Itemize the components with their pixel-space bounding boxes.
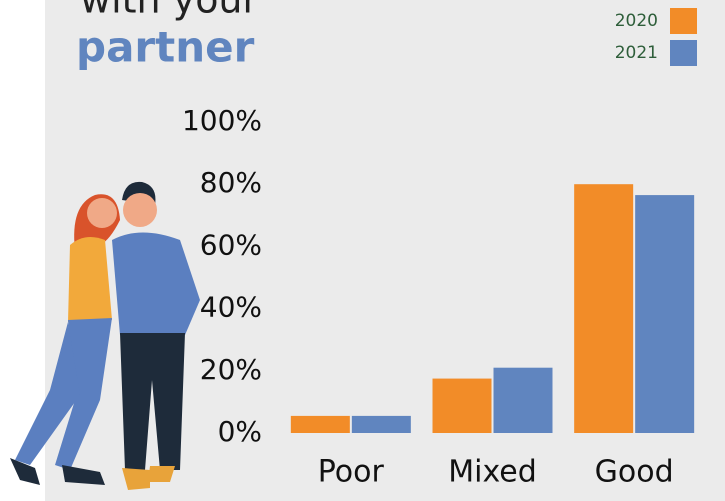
y-tick-label: 60% <box>200 228 262 261</box>
x-tick-label: Good <box>595 455 674 490</box>
legend-label: 2021 <box>615 43 658 63</box>
y-tick-label: 0% <box>218 415 262 448</box>
y-tick-label: 100% <box>182 104 262 137</box>
x-tick-label: Poor <box>318 455 385 490</box>
page: {"chart_data": {"type": "bar", "title": … <box>0 0 725 501</box>
bar <box>352 416 411 433</box>
bar <box>291 416 350 433</box>
y-tick-label: 80% <box>200 166 262 199</box>
bar <box>433 379 492 433</box>
x-tick-label: Mixed <box>448 455 537 490</box>
y-tick-label: 40% <box>200 291 262 324</box>
legend-label: 2020 <box>615 11 658 31</box>
y-tick-label: 20% <box>200 353 262 386</box>
bar <box>494 368 553 433</box>
legend-swatch <box>670 8 697 34</box>
chart: with your partner 0% 20% 40% 60% 80% 100% Poo… <box>0 0 725 501</box>
chart-subtitle: partner <box>76 23 255 72</box>
legend-swatch <box>670 40 697 66</box>
bar <box>635 195 694 433</box>
chart-title: with your <box>80 0 259 22</box>
bar <box>574 184 633 433</box>
